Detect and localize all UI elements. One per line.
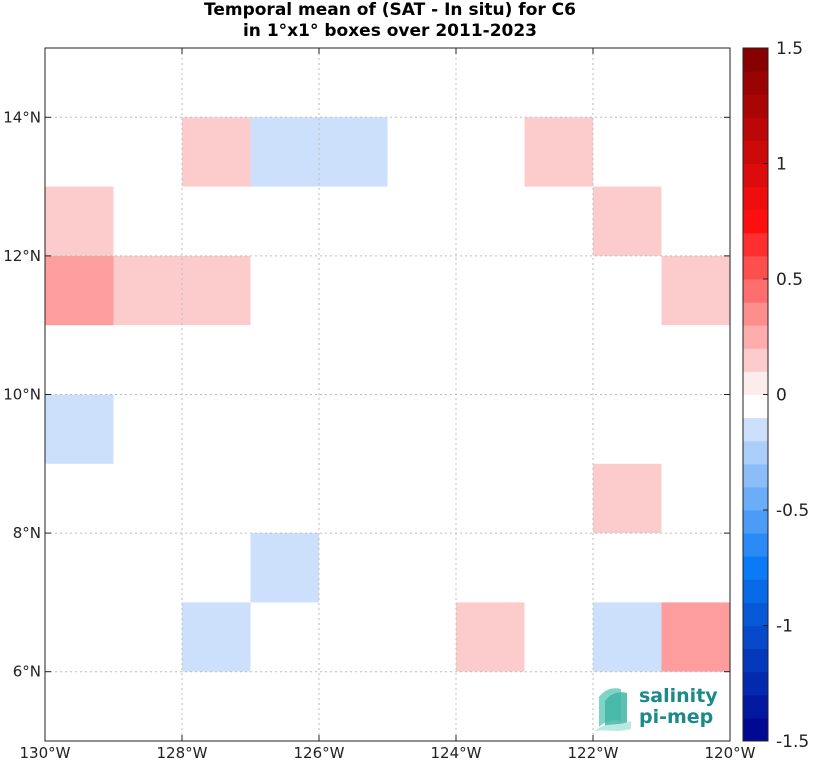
chart-title-line2: in 1°x1° boxes over 2011-2023 (242, 21, 538, 41)
colorbar-segment (743, 255, 768, 280)
heatmap-cell (661, 602, 730, 672)
colorbar-segment (743, 463, 768, 488)
y-tick-label: 14°N (3, 108, 41, 126)
heatmap-cell (182, 117, 251, 187)
colorbar-segment (743, 510, 768, 534)
colorbar-segment (743, 717, 768, 742)
colorbar-segment (743, 94, 768, 118)
colorbar-segment (743, 440, 768, 465)
colorbar-segment (743, 71, 768, 95)
y-tick-label: 12°N (3, 247, 41, 265)
y-tick-label: 10°N (3, 386, 41, 404)
colorbar-segment (743, 163, 768, 188)
x-tick-label: 120°W (705, 744, 756, 762)
heatmap-cell (319, 117, 388, 187)
colorbar-segment (743, 671, 768, 696)
x-tick-label: 126°W (294, 744, 345, 762)
colorbar-segment (743, 625, 768, 650)
heatmap-cell (661, 255, 730, 326)
colorbar-segment (743, 556, 768, 580)
chart-title-line1: Temporal mean of (SAT - In situ) for C6 (204, 0, 576, 20)
y-tick-label: 8°N (13, 524, 41, 542)
heatmap-cell (593, 463, 662, 534)
y-tick-label: 6°N (13, 663, 41, 681)
logo-text-line1: salinity (639, 685, 718, 707)
colorbar: 1.5 1 0.5 0 -0.5 -1 -1.5 (742, 39, 809, 752)
x-tick-label: 124°W (431, 744, 482, 762)
colorbar-segment (743, 325, 768, 349)
colorbar-tick-label: 0.5 (776, 270, 803, 290)
colorbar-segment (743, 602, 768, 626)
x-tick-label: 130°W (20, 744, 71, 762)
colorbar-tick-label: 1 (776, 155, 787, 175)
heatmap-cell (250, 117, 319, 187)
heatmap-cells (45, 117, 730, 672)
heatmap-cell (250, 533, 319, 603)
heatmap-cell (45, 394, 114, 464)
colorbar-segment (743, 394, 768, 419)
colorbar-tick-label: -1.5 (776, 732, 809, 752)
colorbar-segment (743, 186, 768, 211)
colorbar-segment (743, 117, 768, 141)
colorbar-segment (743, 140, 768, 164)
colorbar-segment (743, 533, 768, 557)
heatmap-cell (524, 117, 593, 187)
heatmap-cell (45, 186, 114, 256)
heatmap-cell (113, 255, 182, 326)
colorbar-tick-label: 0 (776, 386, 787, 406)
colorbar-segment (743, 579, 768, 603)
colorbar-segment (743, 371, 768, 395)
colorbar-segment (743, 209, 768, 234)
colorbar-segment (743, 48, 768, 72)
colorbar-tick-label: -1 (776, 617, 793, 637)
colorbar-segment (743, 279, 768, 303)
colorbar-segment (743, 348, 768, 372)
colorbar-segment (743, 648, 768, 673)
colorbar-segment (743, 417, 768, 442)
logo-text-line2: pi-mep (639, 706, 713, 728)
colorbar-segment (743, 302, 768, 326)
colorbar-tick-label: -0.5 (776, 501, 809, 521)
heatmap-cell (593, 186, 662, 256)
heatmap-cell (182, 602, 251, 672)
salinity-pi-mep-logo: salinity pi-mep (595, 685, 718, 731)
heatmap-cell (182, 255, 251, 326)
x-tick-label: 122°W (568, 744, 619, 762)
heatmap-cell (456, 602, 525, 672)
axis-ticks: 130°W 128°W 126°W 124°W 122°W 120°W 6°N 8°N 10°N… (3, 48, 756, 762)
x-tick-label: 128°W (157, 744, 208, 762)
colorbar-segment (743, 232, 768, 257)
heatmap-cell (45, 255, 114, 326)
heatmap-cell (593, 602, 662, 672)
colorbar-segment (743, 486, 768, 511)
grid-lines (44, 48, 731, 741)
colorbar-tick-label: 1.5 (776, 39, 803, 59)
colorbar-segment (743, 694, 768, 719)
